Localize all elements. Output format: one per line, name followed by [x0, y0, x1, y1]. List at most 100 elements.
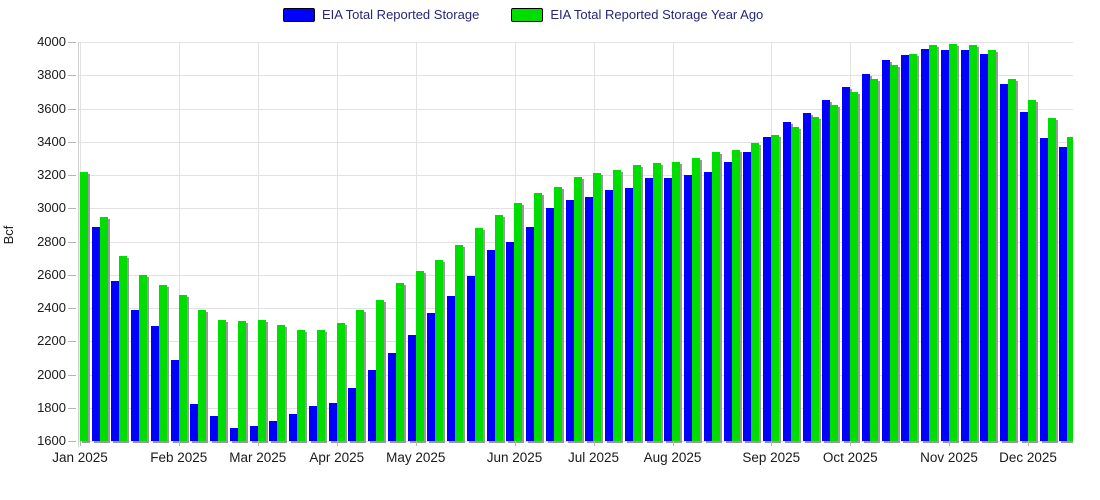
bar-storage-current-week-11 — [269, 421, 278, 441]
legend-item-year-ago: EIA Total Reported Storage Year Ago — [511, 7, 763, 22]
y-axis-tick — [68, 241, 76, 243]
bar-storage-current-week-7 — [190, 404, 199, 441]
x-axis-tick — [771, 441, 773, 446]
x-axis-tick — [336, 441, 338, 446]
gridline-h — [78, 175, 1073, 176]
y-axis-tick-label: 3200 — [37, 167, 66, 182]
bar-storage-current-week-29 — [624, 188, 633, 441]
x-axis-tick — [415, 441, 417, 446]
y-axis-line — [78, 42, 79, 447]
y-axis-tick-label: 2800 — [37, 233, 66, 249]
bar-storage-year-ago-week-15 — [356, 309, 365, 441]
bar-storage-year-ago-week-31 — [672, 161, 681, 441]
bar-storage-year-ago-week-11 — [277, 324, 286, 441]
bar-storage-year-ago-week-14 — [336, 322, 345, 441]
x-axis-tick-label: Jun 2025 — [486, 450, 543, 465]
bar-storage-current-week-14 — [328, 402, 337, 441]
legend-label-current: EIA Total Reported Storage — [322, 7, 480, 22]
x-axis-tick — [672, 441, 674, 446]
bar-storage-current-week-46 — [960, 50, 969, 441]
y-axis-tick — [68, 108, 76, 110]
y-axis-title: Bcf — [1, 225, 16, 245]
bar-storage-current-week-42 — [881, 60, 890, 441]
x-axis-tick — [850, 441, 852, 446]
bar-storage-current-week-47 — [980, 53, 989, 441]
bar-storage-current-week-27 — [585, 196, 594, 441]
bar-storage-year-ago-week-45 — [948, 43, 957, 441]
x-axis-tick-label: Aug 2025 — [643, 450, 702, 465]
x-axis-tick — [178, 441, 180, 446]
bar-storage-current-week-26 — [565, 199, 574, 441]
bar-storage-year-ago-week-12 — [297, 329, 306, 441]
bar-storage-current-week-19 — [427, 312, 436, 441]
bar-storage-current-week-39 — [822, 100, 831, 441]
bar-storage-current-week-41 — [861, 73, 870, 441]
y-axis-tick-label: 2600 — [37, 266, 66, 282]
y-axis-tick — [68, 274, 76, 276]
bar-storage-year-ago-week-16 — [376, 299, 385, 441]
bar-storage-current-week-16 — [368, 369, 377, 441]
bar-storage-current-week-43 — [901, 55, 910, 441]
bar-storage-year-ago-week-51 — [1067, 136, 1073, 441]
y-axis-tick — [68, 341, 76, 343]
x-axis-tick-label: Jan 2025 — [52, 450, 108, 465]
bar-storage-year-ago-week-36 — [771, 135, 780, 441]
bar-storage-year-ago-week-19 — [435, 259, 444, 441]
bar-storage-year-ago-week-21 — [474, 228, 483, 441]
gridline-h — [78, 441, 1073, 442]
legend-swatch-current — [283, 7, 315, 22]
bar-storage-year-ago-week-3 — [119, 256, 128, 441]
y-axis-tick-label: 4000 — [37, 34, 66, 49]
bar-storage-current-week-12 — [289, 414, 298, 441]
bar-storage-current-week-10 — [249, 426, 258, 441]
y-axis-tick — [68, 75, 76, 77]
gridline-h — [78, 141, 1073, 143]
x-axis-tick-label: Mar 2025 — [229, 450, 287, 465]
bar-storage-current-week-32 — [684, 175, 693, 441]
gridline-h — [78, 75, 1073, 77]
bar-storage-year-ago-week-26 — [573, 176, 582, 441]
y-axis-tick-label: 3000 — [37, 200, 66, 216]
bar-storage-year-ago-week-34 — [731, 150, 740, 441]
chart-legend: EIA Total Reported Storage EIA Total Rep… — [283, 7, 763, 22]
bar-storage-year-ago-week-20 — [455, 244, 464, 441]
y-axis-tick — [68, 407, 76, 409]
bar-storage-current-week-37 — [782, 121, 791, 441]
x-axis-tick-label: Dec 2025 — [999, 450, 1057, 465]
y-axis-tick-label: 1800 — [37, 399, 66, 415]
y-axis-tick — [68, 374, 76, 376]
bar-storage-current-week-49 — [1019, 111, 1028, 441]
bar-storage-year-ago-week-6 — [178, 294, 187, 441]
bar-storage-current-week-4 — [131, 309, 140, 441]
y-axis-tick-label: 1600 — [37, 433, 66, 448]
gridline-v — [336, 42, 338, 441]
bar-storage-current-week-15 — [348, 387, 357, 441]
gridline-v — [415, 42, 417, 441]
bar-storage-year-ago-week-29 — [632, 165, 641, 441]
bar-storage-current-week-17 — [387, 352, 396, 441]
y-axis-tick-label: 2400 — [37, 300, 66, 315]
x-axis-tick-label: Oct 2025 — [822, 450, 878, 465]
gridline-h — [78, 108, 1073, 110]
x-axis-tick-label: Apr 2025 — [309, 450, 365, 465]
bar-storage-current-week-23 — [506, 241, 515, 441]
x-axis-tick-label: Sep 2025 — [742, 450, 801, 465]
x-axis-tick-label: Feb 2025 — [150, 450, 208, 465]
bar-storage-year-ago-week-2 — [99, 216, 108, 441]
bar-storage-current-week-35 — [743, 151, 752, 441]
bar-storage-year-ago-week-38 — [810, 116, 819, 441]
bar-storage-year-ago-week-37 — [790, 126, 799, 441]
legend-label-year-ago: EIA Total Reported Storage Year Ago — [550, 7, 764, 22]
bar-storage-year-ago-week-35 — [751, 143, 760, 441]
bar-storage-current-week-21 — [466, 276, 475, 441]
y-axis-tick-label: 2000 — [37, 366, 66, 382]
bar-storage-year-ago-week-23 — [514, 203, 523, 441]
x-axis-tick — [593, 441, 595, 446]
x-axis-tick — [80, 441, 81, 446]
y-axis-tick — [68, 42, 76, 43]
bar-storage-year-ago-week-22 — [494, 214, 503, 441]
bar-storage-current-week-5 — [150, 326, 159, 441]
bar-storage-year-ago-week-39 — [830, 105, 839, 441]
bar-storage-year-ago-week-1 — [79, 171, 88, 441]
y-axis-tick — [68, 175, 76, 176]
